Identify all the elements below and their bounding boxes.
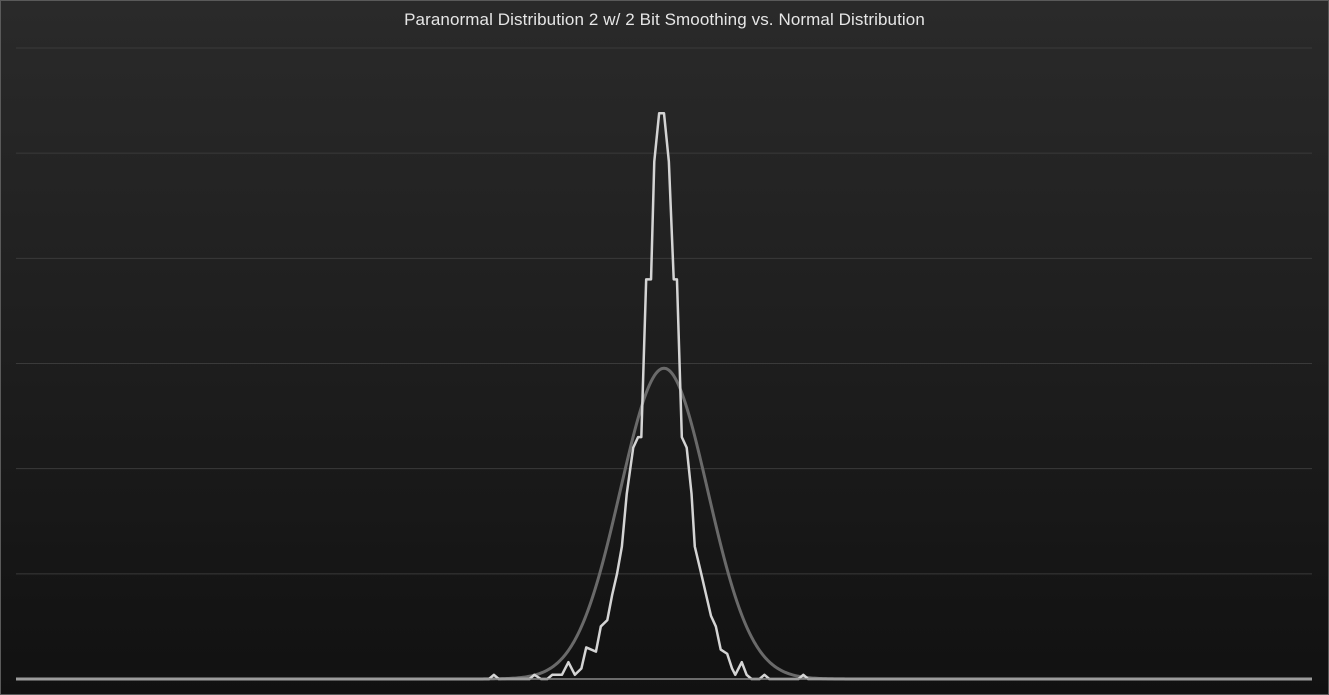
normal-distribution-line (16, 366, 1312, 681)
chart-title: Paranormal Distribution 2 w/ 2 Bit Smoot… (404, 10, 925, 29)
paranormal-distribution-line (16, 111, 1312, 681)
